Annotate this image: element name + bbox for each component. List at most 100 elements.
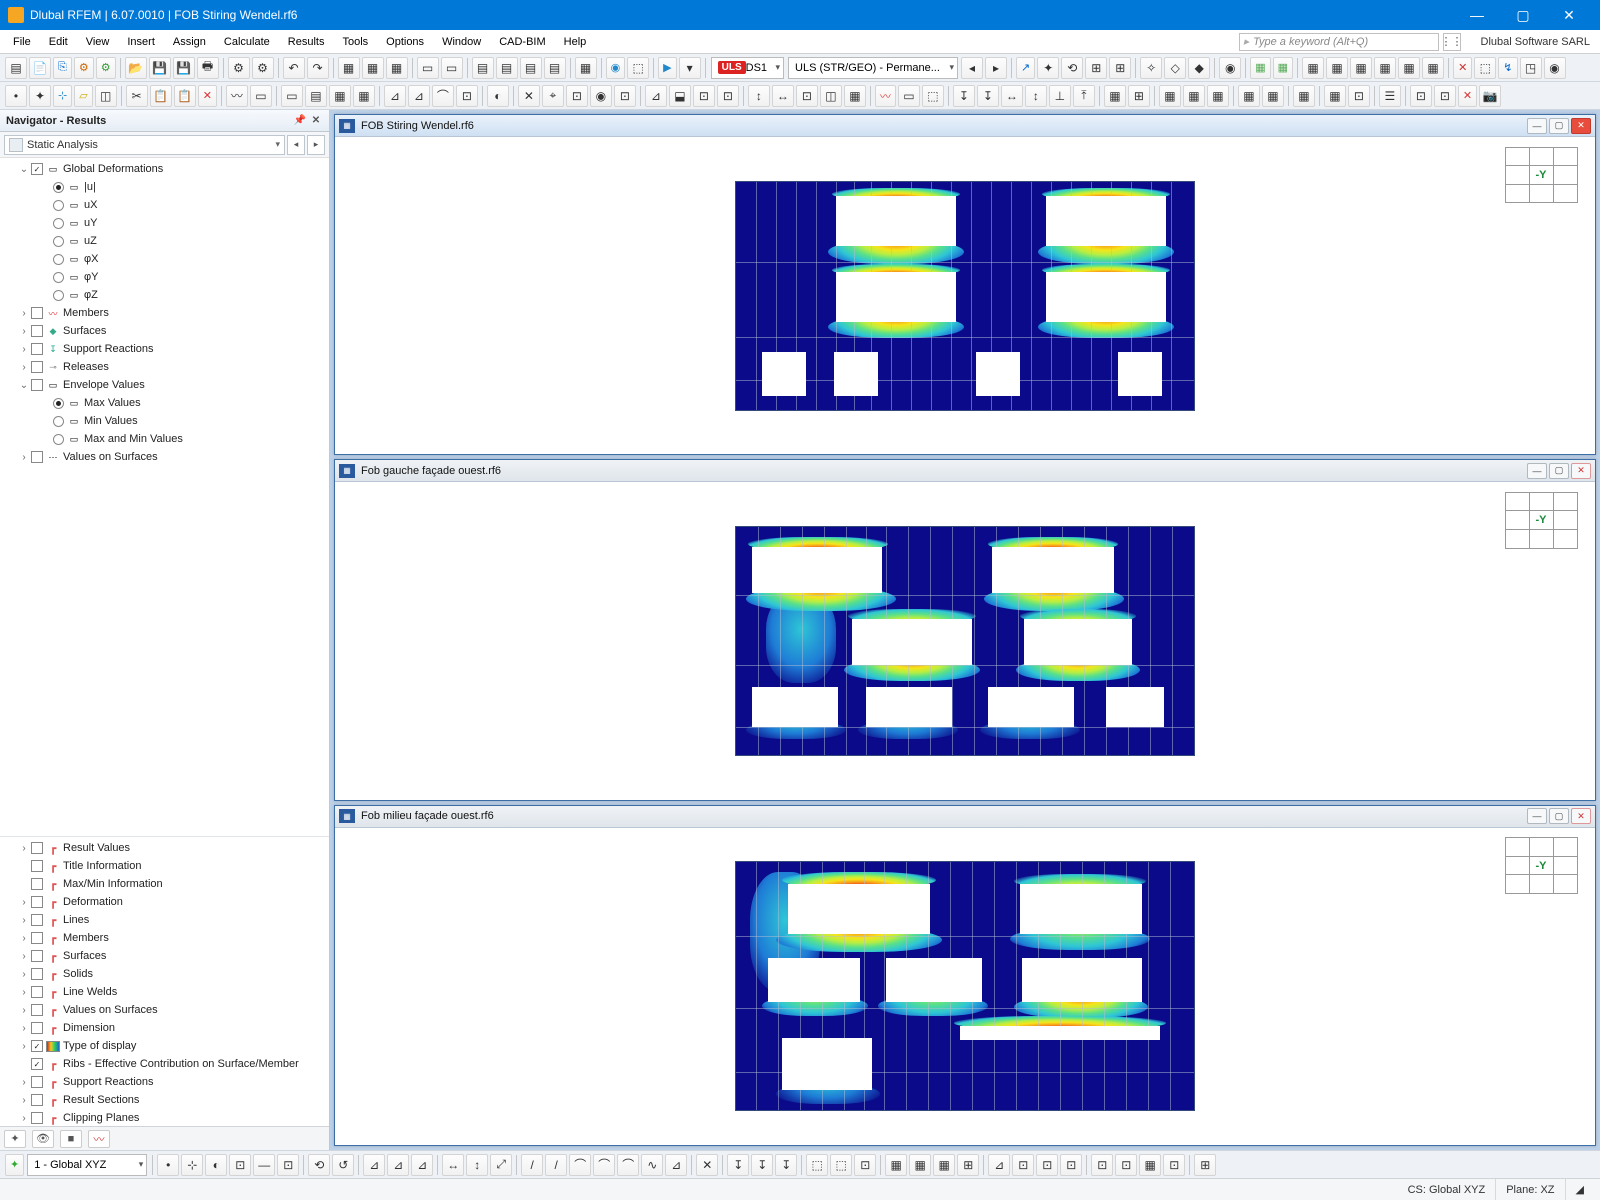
toolbar-button[interactable]: ◫	[95, 85, 117, 107]
toolbar-button[interactable]: ▦	[1350, 57, 1372, 79]
toolbar-button[interactable]: ⊿	[384, 85, 406, 107]
radio[interactable]	[53, 218, 64, 229]
display-option-item[interactable]: ┏Title Information	[0, 857, 329, 875]
radio[interactable]	[53, 398, 64, 409]
search-options-button[interactable]: ⋮⋮	[1443, 33, 1461, 51]
nav-tab-camera[interactable]: ■	[60, 1130, 82, 1148]
display-option-item[interactable]: ›┏Surfaces	[0, 947, 329, 965]
checkbox[interactable]	[31, 1094, 43, 1106]
toolbar-button[interactable]: ⊡	[717, 85, 739, 107]
toolbar-button[interactable]: ▦	[1139, 1154, 1161, 1176]
checkbox[interactable]	[31, 878, 43, 890]
toolbar-button[interactable]: ▦	[1250, 57, 1270, 79]
doc-close-button[interactable]: ✕	[1571, 463, 1591, 479]
doc-close-button[interactable]: ✕	[1571, 808, 1591, 824]
display-option-item[interactable]: ›┏Solids	[0, 965, 329, 983]
toolbar-button[interactable]: ↔	[772, 85, 794, 107]
toolbar-button[interactable]: ▦	[353, 85, 375, 107]
toolbar-button[interactable]: ↯	[1498, 57, 1517, 79]
toolbar-button[interactable]: ↧	[953, 85, 975, 107]
toolbar-button[interactable]: /	[545, 1154, 567, 1176]
toolbar-button[interactable]: ↔	[1001, 85, 1023, 107]
toolbar-button[interactable]: ▦	[909, 1154, 931, 1176]
toolbar-button[interactable]: ▦	[933, 1154, 955, 1176]
toolbar-button[interactable]: ▦	[1273, 57, 1293, 79]
toolbar-button[interactable]: ▱	[74, 85, 92, 107]
toolbar-button[interactable]: 📋	[150, 85, 172, 107]
toolbar-button[interactable]: 〰	[226, 85, 248, 107]
checkbox[interactable]	[31, 932, 43, 944]
radio[interactable]	[53, 416, 64, 427]
toolbar-button[interactable]: ↧	[775, 1154, 797, 1176]
toolbar-button[interactable]: ↕	[466, 1154, 488, 1176]
toolbar-button[interactable]: ▦	[575, 57, 597, 79]
toolbar-button[interactable]: ⌒	[593, 1154, 615, 1176]
toolbar-button[interactable]: ⊡	[1163, 1154, 1185, 1176]
display-option-item[interactable]: ›┏Members	[0, 929, 329, 947]
toolbar-button[interactable]: ▭	[898, 85, 920, 107]
checkbox[interactable]	[31, 451, 43, 463]
toolbar-button[interactable]: ✕	[518, 85, 540, 107]
toolbar-button[interactable]: ⟲	[308, 1154, 330, 1176]
toolbar-button[interactable]: ⊿	[387, 1154, 409, 1176]
toolbar-button[interactable]: 💾	[149, 57, 171, 79]
toolbar-button[interactable]: ⬚	[922, 85, 944, 107]
toolbar-button[interactable]: ▦	[1302, 57, 1324, 79]
toolbar-button[interactable]: ▤	[5, 57, 27, 79]
checkbox[interactable]	[31, 343, 43, 355]
toolbar-button[interactable]: ⊿	[988, 1154, 1010, 1176]
toolbar-button[interactable]: ✕	[1458, 85, 1477, 107]
checkbox[interactable]	[31, 860, 43, 872]
toolbar-button[interactable]: ▸	[985, 57, 1007, 79]
toolbar-button[interactable]: 🖶	[197, 57, 219, 79]
toolbar-button[interactable]: 📋	[174, 85, 196, 107]
toolbar-button[interactable]: ∿	[641, 1154, 663, 1176]
menu-view[interactable]: View	[77, 33, 119, 51]
nav-tab-chart[interactable]: 〰	[88, 1130, 110, 1148]
toolbar-button[interactable]: ◂	[961, 57, 983, 79]
toolbar-button[interactable]: ⊡	[456, 85, 478, 107]
toolbar-button[interactable]: ▦	[329, 85, 351, 107]
toolbar-button[interactable]: ⊡	[614, 85, 636, 107]
menu-assign[interactable]: Assign	[164, 33, 215, 51]
checkbox[interactable]	[31, 307, 43, 319]
toolbar-button[interactable]: ▦	[1183, 85, 1205, 107]
display-option-item[interactable]: ›┏Line Welds	[0, 983, 329, 1001]
toolbar-button[interactable]: 〰	[875, 85, 896, 107]
display-option-item[interactable]: ›Type of display	[0, 1037, 329, 1055]
keyword-search-input[interactable]: ▸ Type a keyword (Alt+Q)	[1239, 33, 1439, 51]
radio[interactable]	[53, 254, 64, 265]
axis-orientation-widget[interactable]: -Y	[1505, 147, 1577, 203]
menu-edit[interactable]: Edit	[40, 33, 77, 51]
tree-item[interactable]: ▭uX	[0, 196, 329, 214]
doc-maximize-button[interactable]: ▢	[1549, 808, 1569, 824]
toolbar-button[interactable]: ↧	[727, 1154, 749, 1176]
toolbar-button[interactable]: ▤	[472, 57, 494, 79]
menu-results[interactable]: Results	[279, 33, 334, 51]
toolbar-button[interactable]: ✕	[1453, 57, 1472, 79]
display-option-item[interactable]: ›┏Dimension	[0, 1019, 329, 1037]
toolbar-button[interactable]: ⊡	[1348, 85, 1370, 107]
checkbox[interactable]	[31, 325, 43, 337]
checkbox[interactable]	[31, 986, 43, 998]
nav-prev-button[interactable]: ◂	[287, 135, 305, 155]
toolbar-button[interactable]: ✦	[1037, 57, 1059, 79]
toolbar-button[interactable]: ▤	[520, 57, 542, 79]
checkbox[interactable]	[31, 1058, 43, 1070]
display-option-item[interactable]: ›┏Deformation	[0, 893, 329, 911]
tree-item[interactable]: ›◆Surfaces	[0, 322, 329, 340]
toolbar-button[interactable]: ⌒	[617, 1154, 639, 1176]
toolbar-button[interactable]: ✦	[29, 85, 51, 107]
load-case-combo[interactable]: ULS (STR/GEO) - Permane...	[788, 57, 958, 79]
tree-item[interactable]: ▭uZ	[0, 232, 329, 250]
radio[interactable]	[53, 182, 64, 193]
checkbox[interactable]	[31, 1040, 43, 1052]
doc-maximize-button[interactable]: ▢	[1549, 463, 1569, 479]
toolbar-button[interactable]: ▭	[281, 85, 303, 107]
toolbar-button[interactable]: ⊥	[1049, 85, 1071, 107]
toolbar-button[interactable]: ▦	[1104, 85, 1126, 107]
toolbar-button[interactable]: ⌒	[432, 85, 454, 107]
checkbox[interactable]	[31, 379, 43, 391]
toolbar-button[interactable]: ▭	[417, 57, 439, 79]
toolbar-button[interactable]: ⤒	[1073, 85, 1095, 107]
